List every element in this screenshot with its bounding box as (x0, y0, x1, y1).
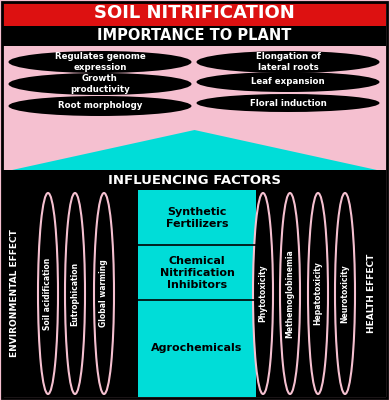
Text: ENVIRONMENTAL EFFECT: ENVIRONMENTAL EFFECT (11, 230, 19, 358)
Text: Leaf expansion: Leaf expansion (251, 78, 325, 86)
Text: Root morphology: Root morphology (58, 102, 142, 110)
Ellipse shape (196, 94, 380, 112)
Text: Agrochemicals: Agrochemicals (151, 343, 243, 353)
Text: Phytotoxicity: Phytotoxicity (259, 265, 268, 322)
Text: Neurotoxicity: Neurotoxicity (340, 264, 349, 323)
Ellipse shape (196, 51, 380, 73)
Polygon shape (3, 130, 386, 172)
Text: Regulates genome
expression: Regulates genome expression (54, 52, 145, 72)
Ellipse shape (65, 193, 85, 394)
Text: Eutrophication: Eutrophication (70, 262, 79, 326)
Ellipse shape (38, 193, 58, 394)
FancyBboxPatch shape (138, 190, 256, 397)
Text: Methemoglobinemia: Methemoglobinemia (286, 249, 294, 338)
Text: IMPORTANCE TO PLANT: IMPORTANCE TO PLANT (97, 28, 292, 44)
Ellipse shape (308, 193, 328, 394)
Ellipse shape (280, 193, 300, 394)
Text: SOIL NITRIFICATION: SOIL NITRIFICATION (94, 4, 295, 22)
Ellipse shape (196, 72, 380, 92)
Ellipse shape (9, 51, 191, 73)
FancyBboxPatch shape (3, 190, 386, 397)
FancyBboxPatch shape (3, 2, 386, 26)
Ellipse shape (94, 193, 114, 394)
Ellipse shape (9, 96, 191, 116)
Text: Global warming: Global warming (100, 260, 109, 327)
Text: Floral induction: Floral induction (250, 98, 326, 108)
FancyBboxPatch shape (3, 46, 386, 172)
Text: Soil acidification: Soil acidification (44, 257, 53, 330)
Text: INFLUENCING FACTORS: INFLUENCING FACTORS (108, 174, 281, 186)
Ellipse shape (335, 193, 355, 394)
FancyBboxPatch shape (3, 26, 386, 46)
Text: Chemical
Nitrification
Inhibitors: Chemical Nitrification Inhibitors (159, 256, 235, 290)
Ellipse shape (253, 193, 273, 394)
FancyBboxPatch shape (3, 170, 386, 190)
Text: Hepatotoxicity: Hepatotoxicity (314, 262, 322, 326)
Text: HEALTH EFFECT: HEALTH EFFECT (368, 254, 377, 333)
Ellipse shape (9, 73, 191, 95)
Text: Synthetic
Fertilizers: Synthetic Fertilizers (166, 207, 228, 229)
Text: Elongation of
lateral roots: Elongation of lateral roots (256, 52, 321, 72)
Text: Growth
productivity: Growth productivity (70, 74, 130, 94)
